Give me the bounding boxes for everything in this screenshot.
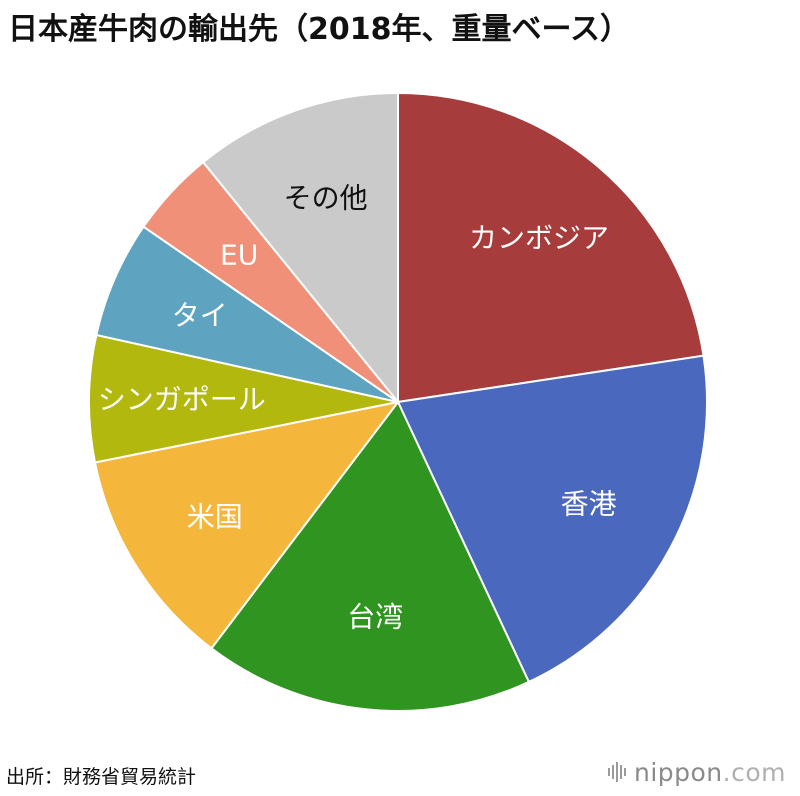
slice-label: カンボジア bbox=[469, 221, 609, 254]
pie-slice bbox=[93, 400, 401, 650]
logo-bars-icon bbox=[607, 762, 626, 782]
source-note: 出所：財務省貿易統計 bbox=[6, 766, 197, 788]
pie-slice bbox=[201, 91, 399, 405]
slice-label: その他 bbox=[284, 182, 368, 215]
slice-label: 米国 bbox=[187, 500, 243, 533]
slice-label: タイ bbox=[172, 299, 228, 332]
logo-suffix: .com bbox=[722, 757, 786, 787]
logo-name: nippon bbox=[633, 757, 723, 787]
slice-label: 台湾 bbox=[347, 601, 403, 634]
pie-slice bbox=[95, 225, 399, 403]
slice-label: シンガポール bbox=[98, 383, 266, 416]
pie-slice bbox=[210, 400, 531, 712]
slice-label: EU bbox=[220, 239, 258, 272]
chart-title: 日本産牛肉の輸出先（2018年、重量ベース） bbox=[8, 12, 630, 47]
nippon-logo: nippon.com bbox=[607, 757, 786, 787]
slice-label: 香港 bbox=[561, 488, 617, 521]
pie-slice bbox=[88, 333, 399, 464]
pie-slice bbox=[397, 91, 705, 404]
pie-slice bbox=[396, 354, 708, 684]
